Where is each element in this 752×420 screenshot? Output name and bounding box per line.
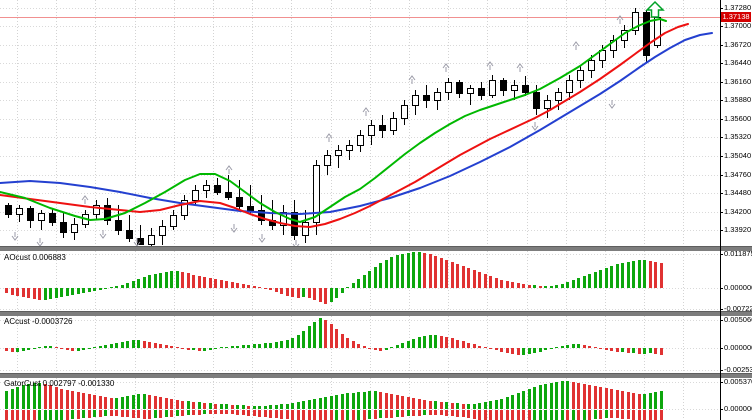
axis-tick-mark: [720, 193, 723, 194]
axis-tick-mark: [720, 212, 723, 213]
axis-tick-mark: [720, 254, 723, 255]
axis-tick-label: -0.007223: [724, 304, 752, 313]
gator-indicator-pane[interactable]: [0, 378, 752, 420]
axis-tick-mark: [720, 119, 723, 120]
axis-tick-label: 1.35040: [724, 151, 752, 160]
axis-tick-label: 1.35880: [724, 95, 752, 104]
axis-tick-mark: [720, 288, 723, 289]
axis-tick-label: 0.0000000: [724, 343, 752, 352]
pane-separator-3[interactable]: [0, 373, 752, 378]
axis-tick-mark: [720, 156, 723, 157]
axis-tick-mark: [720, 409, 723, 410]
axis-tick-label: 1.35600: [724, 114, 752, 123]
axis-tick-mark: [720, 63, 723, 64]
axis-tick-label: 0.000000: [724, 404, 752, 413]
axis-tick-mark: [720, 26, 723, 27]
axis-tick-mark: [720, 8, 723, 9]
axis-tick-mark: [720, 309, 723, 310]
pane-separator-2[interactable]: [0, 311, 752, 316]
axis-tick-mark: [720, 382, 723, 383]
axis-tick-label: 1.34760: [724, 170, 752, 179]
ac-indicator-title: ACcust -0.0003726: [4, 317, 73, 326]
axis-tick-mark: [720, 45, 723, 46]
axis-tick-label: 1.36160: [724, 77, 752, 86]
gator-indicator-title: GatorCust 0.002797 -0.001330: [4, 379, 115, 388]
main-price-pane[interactable]: [0, 0, 752, 246]
axis-tick-label: 1.35320: [724, 132, 752, 141]
axis-tick-label: 0.000000: [724, 283, 752, 292]
ao-indicator-title: AOcust 0.006883: [4, 253, 66, 262]
axis-tick-label: 1.37280: [724, 3, 752, 12]
axis-tick-label: 1.36720: [724, 40, 752, 49]
pane-separator-1[interactable]: [0, 246, 752, 251]
axis-tick-label: 1.34480: [724, 188, 752, 197]
axis-tick-label: 1.36440: [724, 58, 752, 67]
axis-tick-label: -0.0025373: [724, 365, 752, 374]
ac-indicator-pane[interactable]: [0, 316, 752, 373]
axis-tick-mark: [720, 100, 723, 101]
axis-tick-label: 0.011875: [724, 249, 752, 258]
ao-indicator-pane[interactable]: [0, 251, 752, 311]
axis-tick-mark: [720, 175, 723, 176]
axis-tick-mark: [720, 320, 723, 321]
price-axis-line: [720, 0, 721, 420]
axis-tick-label: 0.0050668: [724, 315, 752, 324]
axis-tick-mark: [720, 230, 723, 231]
axis-tick-mark: [720, 348, 723, 349]
axis-tick-mark: [720, 370, 723, 371]
axis-tick-label: 1.37000: [724, 21, 752, 30]
current-price-label: 1.37138: [721, 12, 751, 22]
axis-tick-mark: [720, 82, 723, 83]
axis-tick-mark: [720, 137, 723, 138]
axis-tick-label: 1.34200: [724, 207, 752, 216]
axis-tick-label: 1.33920: [724, 225, 752, 234]
